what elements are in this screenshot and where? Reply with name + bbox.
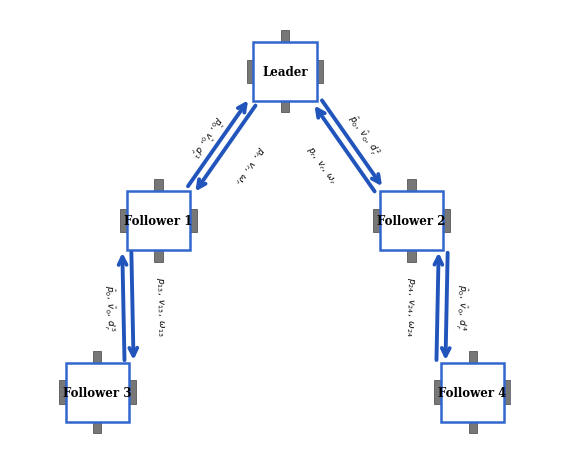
Bar [93, 351, 101, 367]
Text: $p_r,\ v_r,\ \omega_r$: $p_r,\ v_r,\ \omega_r$ [304, 144, 339, 186]
Bar [127, 192, 190, 250]
Bar [469, 351, 477, 367]
Bar [154, 247, 162, 262]
Bar [154, 180, 162, 195]
Bar [441, 363, 504, 422]
Text: $\hat{p}_0,\ \hat{v}_0,\ d_r^1$: $\hat{p}_0,\ \hat{v}_0,\ d_r^1$ [186, 112, 226, 159]
Bar [66, 363, 129, 422]
Bar [408, 247, 416, 262]
Bar [124, 381, 136, 404]
Bar [469, 418, 477, 433]
Bar [59, 381, 71, 404]
Bar [247, 60, 258, 84]
Text: Follower 3: Follower 3 [63, 386, 132, 399]
Bar [185, 209, 197, 233]
Bar [281, 31, 289, 46]
Bar [408, 180, 416, 195]
Text: $\hat{p}_0,\ \hat{v}_0,\ d_r^2$: $\hat{p}_0,\ \hat{v}_0,\ d_r^2$ [344, 112, 384, 159]
Text: Follower 4: Follower 4 [438, 386, 507, 399]
Text: Follower 2: Follower 2 [377, 215, 446, 227]
Bar [434, 381, 446, 404]
Bar [312, 60, 323, 84]
Text: Leader: Leader [262, 66, 308, 78]
Bar [380, 192, 443, 250]
Bar [93, 418, 101, 433]
Bar [499, 381, 511, 404]
Bar [438, 209, 450, 233]
Bar [281, 98, 289, 113]
Text: $p_r,\ v_r,\ \omega_r$: $p_r,\ v_r,\ \omega_r$ [231, 144, 266, 186]
Text: $\hat{p}_0,\ \hat{v}_0,\ d_r^3$: $\hat{p}_0,\ \hat{v}_0,\ d_r^3$ [101, 284, 117, 331]
Text: Follower 1: Follower 1 [124, 215, 193, 227]
Text: $p_{13},\ v_{13},\ \omega_{13}$: $p_{13},\ v_{13},\ \omega_{13}$ [154, 276, 166, 336]
Bar [253, 43, 317, 101]
Bar [373, 209, 385, 233]
Text: $p_{24},\ v_{24},\ \omega_{24}$: $p_{24},\ v_{24},\ \omega_{24}$ [404, 276, 416, 336]
Text: $\hat{p}_0,\ \hat{v}_0,\ d_r^4$: $\hat{p}_0,\ \hat{v}_0,\ d_r^4$ [453, 284, 469, 331]
Bar [120, 209, 132, 233]
